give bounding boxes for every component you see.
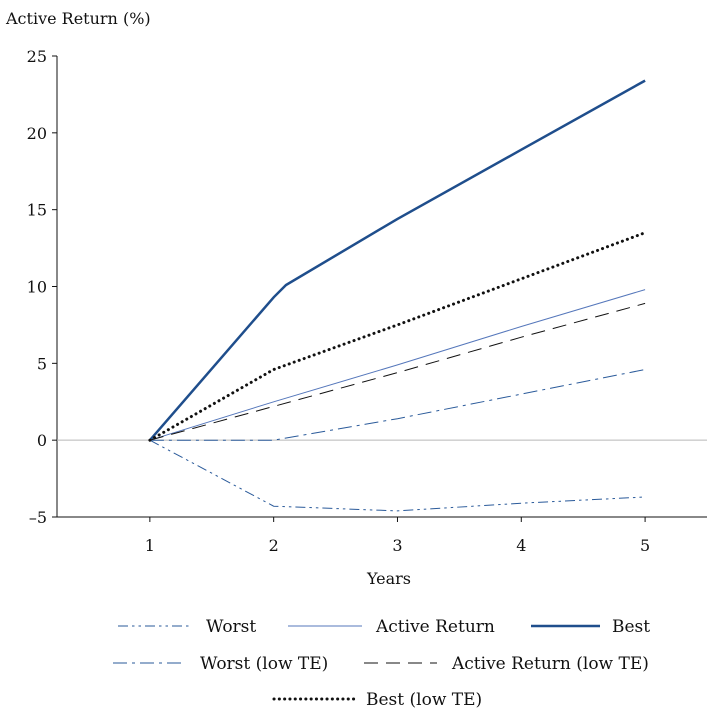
y-tick-label: 0 <box>37 431 47 450</box>
axes: –5 0 5 10 15 20 25 1 2 3 4 5 <box>27 47 707 555</box>
x-tick-label: 3 <box>392 536 402 555</box>
legend-label-active-return-low-te: Active Return (low TE) <box>451 654 649 674</box>
x-tick-label: 1 <box>145 536 155 555</box>
x-axis-label: Years <box>366 569 411 588</box>
x-tick-label: 4 <box>516 536 526 555</box>
x-tick-label: 5 <box>640 536 650 555</box>
series-layer <box>148 79 647 512</box>
series-line-best <box>148 79 646 442</box>
series-line-active-return-low-te <box>149 302 646 441</box>
legend-label-best-low-te: Best (low TE) <box>366 690 482 710</box>
y-tick-label: 25 <box>27 47 47 66</box>
x-tick-label: 2 <box>269 536 279 555</box>
y-axis-label: Active Return (%) <box>5 9 151 28</box>
series-line-active-return <box>149 289 646 441</box>
y-tick-label: 15 <box>27 201 47 220</box>
y-tick-label: 5 <box>37 354 47 373</box>
series-line-best-low-te <box>148 231 647 442</box>
legend-label-worst: Worst <box>206 617 256 637</box>
legend-label-best: Best <box>612 617 650 637</box>
legend-label-worst-low-te: Worst (low TE) <box>200 654 328 674</box>
legend: Worst Active Return Best Worst (low TE) Acti… <box>113 617 650 710</box>
legend-label-active-return: Active Return <box>375 617 495 637</box>
y-tick-label: –5 <box>29 508 47 527</box>
y-tick-label: 10 <box>27 278 47 297</box>
series-line-worst-low-te <box>149 369 646 441</box>
series-line-worst <box>149 439 646 512</box>
y-tick-label: 20 <box>27 124 47 143</box>
